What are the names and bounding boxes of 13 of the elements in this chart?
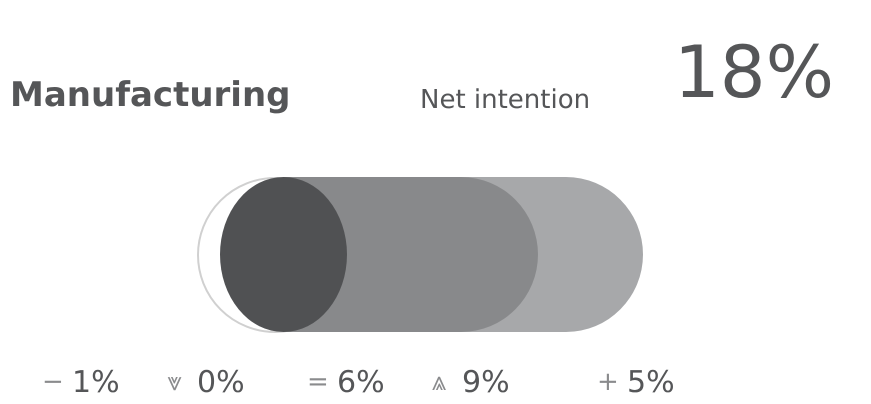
- category-label: ⩔: [167, 367, 182, 397]
- category-label: =: [307, 367, 329, 397]
- category-label: ⩓: [432, 367, 447, 397]
- data-label: 5%: [627, 365, 675, 400]
- text: Net intention: [420, 85, 590, 115]
- category-label: −: [42, 367, 64, 397]
- data-label: 9%: [462, 365, 510, 400]
- text: 18%: [674, 30, 834, 114]
- category-label: +: [597, 367, 619, 397]
- data-label: 1%: [72, 365, 120, 400]
- text: Manufacturing: [10, 75, 290, 115]
- data-label: 6%: [337, 365, 385, 400]
- data-label: 0%: [197, 365, 245, 400]
